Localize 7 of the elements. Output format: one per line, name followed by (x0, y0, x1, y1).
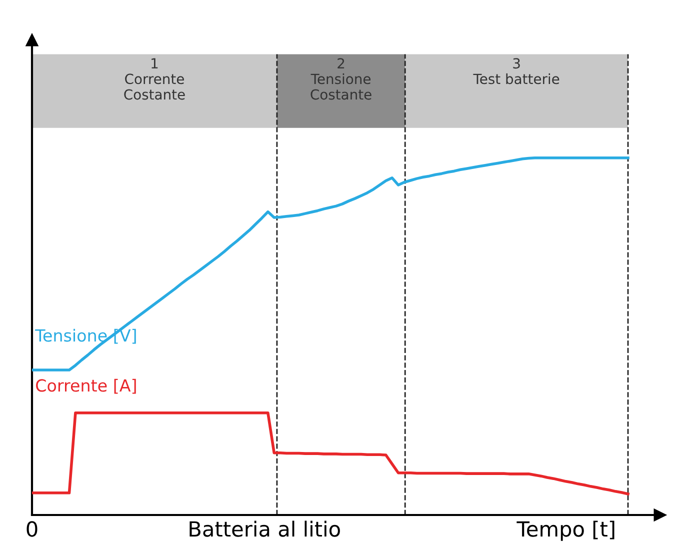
text: 2 Tensione Costante (310, 58, 372, 100)
text: 1 Corrente Costante (124, 58, 185, 100)
text: 0 (26, 521, 38, 537)
text: 3 Test batterie (473, 58, 560, 84)
x-axis-title: Tempo [t] (516, 520, 614, 541)
text: Batteria al litio (190, 520, 340, 537)
series-label: Corrente [A] (36, 378, 136, 394)
